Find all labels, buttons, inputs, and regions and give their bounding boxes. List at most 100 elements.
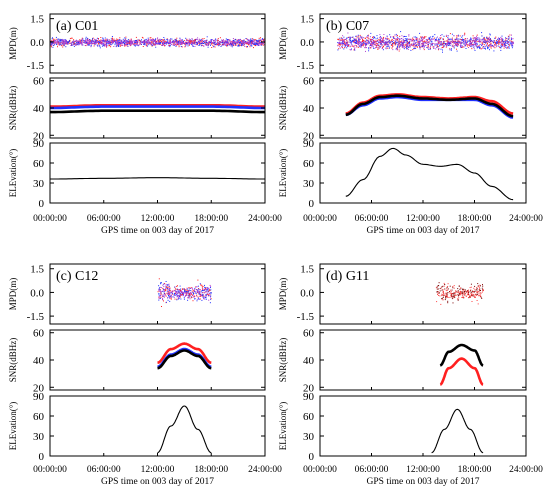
- data-point: [511, 41, 513, 43]
- data-point: [87, 37, 89, 39]
- data-point: [189, 294, 191, 295]
- data-point: [341, 39, 343, 41]
- data-point: [492, 44, 493, 46]
- data-point: [370, 42, 372, 44]
- data-point: [374, 41, 376, 43]
- data-point: [122, 41, 124, 42]
- data-point: [255, 45, 256, 47]
- data-point: [210, 293, 212, 295]
- data-point: [241, 40, 243, 42]
- data-point: [181, 290, 182, 292]
- data-point: [459, 35, 461, 37]
- data-point: [495, 41, 497, 43]
- data-point: [419, 48, 421, 50]
- data-point: [175, 38, 177, 40]
- data-point: [206, 41, 208, 43]
- data-point: [110, 44, 112, 46]
- data-point: [344, 42, 346, 43]
- data-point: [383, 41, 385, 43]
- data-point: [176, 43, 177, 45]
- data-point: [177, 294, 179, 296]
- data-point: [353, 45, 355, 47]
- data-point: [500, 49, 502, 51]
- data-point: [176, 298, 178, 300]
- data-point: [461, 42, 463, 44]
- data-point: [154, 39, 156, 41]
- data-point: [186, 39, 187, 41]
- data-point: [177, 292, 178, 294]
- data-point: [484, 39, 485, 41]
- data-point: [158, 278, 160, 280]
- data-point: [118, 39, 120, 41]
- data-point: [449, 291, 451, 292]
- data-point: [85, 41, 86, 43]
- data-point: [457, 38, 459, 40]
- data-point: [387, 44, 389, 46]
- data-point: [459, 38, 461, 40]
- data-point: [337, 38, 339, 40]
- data-point: [501, 45, 503, 46]
- data-point: [193, 289, 195, 291]
- data-point: [186, 38, 188, 40]
- data-point: [403, 42, 405, 44]
- data-point: [198, 44, 200, 46]
- data-point: [429, 47, 431, 49]
- data-point: [444, 40, 446, 42]
- data-point: [457, 299, 459, 301]
- data-point: [378, 47, 380, 49]
- data-point: [196, 300, 198, 302]
- data-point: [163, 295, 165, 297]
- data-point: [52, 37, 53, 39]
- data-point: [199, 293, 201, 295]
- data-point: [449, 49, 451, 51]
- data-point: [176, 41, 178, 43]
- data-point: [178, 290, 180, 292]
- data-point: [102, 42, 104, 44]
- data-point: [180, 295, 182, 296]
- data-point: [435, 39, 437, 41]
- data-point: [367, 34, 369, 36]
- data-point: [235, 44, 237, 46]
- data-point: [506, 43, 508, 44]
- data-point: [507, 46, 509, 48]
- data-point: [420, 46, 422, 48]
- data-point: [251, 41, 253, 43]
- data-point: [200, 40, 202, 42]
- data-point: [419, 32, 421, 34]
- data-point: [151, 45, 153, 47]
- data-point: [57, 38, 59, 40]
- data-point: [388, 47, 390, 49]
- data-point: [210, 42, 211, 43]
- data-point: [467, 294, 469, 296]
- data-point: [127, 41, 129, 43]
- data-point: [371, 41, 373, 43]
- data-point: [459, 285, 460, 287]
- data-point: [398, 41, 400, 43]
- data-point: [436, 39, 438, 41]
- data-point: [137, 39, 139, 41]
- data-point: [428, 48, 430, 50]
- data-point: [127, 44, 128, 45]
- data-point: [501, 40, 503, 42]
- data-point: [443, 282, 445, 284]
- data-point: [167, 299, 169, 301]
- data-point: [438, 40, 440, 42]
- data-point: [443, 41, 445, 43]
- data-point: [260, 39, 261, 41]
- data-point: [160, 282, 162, 284]
- data-point: [251, 40, 253, 42]
- data-point: [500, 47, 502, 49]
- data-point: [476, 34, 478, 36]
- data-point: [447, 297, 449, 298]
- data-point: [359, 38, 361, 40]
- data-point: [500, 36, 502, 38]
- data-point: [81, 39, 83, 41]
- data-point: [484, 47, 486, 49]
- data-point: [173, 296, 175, 298]
- data-point: [406, 46, 408, 48]
- data-point: [176, 299, 178, 301]
- data-point: [382, 38, 384, 40]
- data-point: [119, 45, 121, 47]
- data-point: [461, 35, 463, 37]
